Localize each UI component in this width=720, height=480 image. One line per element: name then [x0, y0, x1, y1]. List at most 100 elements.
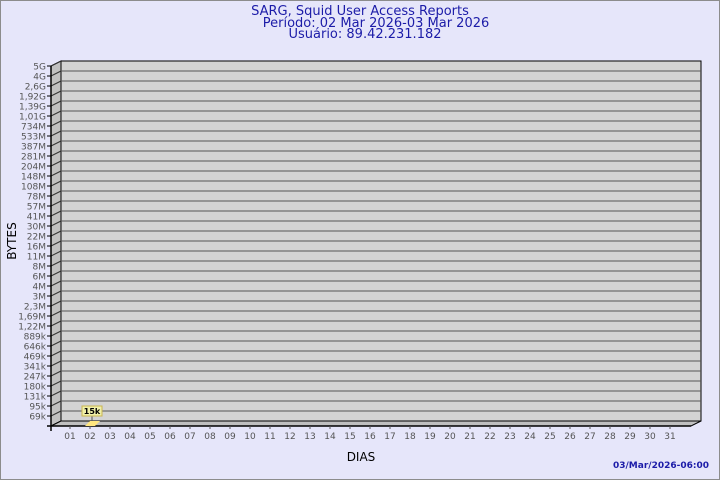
chart-title: SARG, Squid User Access Reports: [251, 4, 469, 19]
gridline-side: [50, 230, 62, 237]
x-tick-label: 12: [284, 432, 295, 442]
gridline-side: [50, 330, 62, 337]
gridline-side: [50, 210, 62, 217]
x-tick-label: 15: [344, 432, 355, 442]
generated-timestamp: 03/Mar/2026-06:00: [613, 461, 709, 471]
x-tick-label: 31: [664, 432, 675, 442]
y-tick-label: 341k: [24, 363, 47, 373]
y-tick-label: 1,22M: [18, 323, 46, 333]
y-tick-label: 1,01G: [19, 113, 46, 123]
y-tick-label: 8M: [33, 263, 47, 273]
gridline-side: [50, 380, 62, 387]
x-tick-label: 22: [484, 432, 495, 442]
gridline-side: [50, 400, 62, 407]
gridline-side: [50, 350, 62, 357]
gridline-side: [50, 370, 62, 377]
x-tick-label: 29: [624, 432, 636, 442]
data-label: 15k: [84, 407, 101, 416]
x-axis-label: DIAS: [347, 450, 376, 464]
x-tick-label: 04: [124, 432, 136, 442]
y-tick-label: 95k: [29, 403, 46, 413]
x-tick-label: 05: [144, 432, 155, 442]
y-tick-label: 69k: [29, 413, 46, 423]
y-tick-label: 734M: [21, 123, 46, 133]
chart-user: Usuário: 89.42.231.182: [288, 27, 442, 42]
x-tick-label: 17: [384, 432, 395, 442]
x-tick-label: 14: [324, 432, 336, 442]
y-tick-label: 131k: [24, 393, 47, 403]
gridline-side: [50, 320, 62, 327]
y-tick-label: 6M: [33, 273, 47, 283]
gridline-side: [50, 60, 62, 67]
y-tick-label: 204M: [21, 163, 46, 173]
y-axis-label: BYTES: [5, 222, 19, 259]
x-tick-label: 02: [84, 432, 95, 442]
y-tick-label: 30M: [27, 223, 46, 233]
y-tick-label: 2,3M: [24, 303, 46, 313]
gridline-side: [50, 250, 62, 257]
x-tick-label: 18: [404, 432, 416, 442]
x-tick-label: 01: [64, 432, 75, 442]
data-label-box: [81, 405, 103, 417]
gridline-side: [50, 110, 62, 117]
gridline-side: [50, 100, 62, 107]
y-tick-label: 889k: [24, 333, 47, 343]
gridline-side: [50, 390, 62, 397]
gridline-side: [50, 90, 62, 97]
y-tick-label: 148M: [21, 173, 46, 183]
y-tick-label: 16M: [27, 243, 46, 253]
x-tick-label: 26: [564, 432, 576, 442]
y-tick-label: 247k: [24, 373, 47, 383]
bar-02: [85, 421, 100, 426]
x-tick-label: 24: [524, 432, 536, 442]
gridline-side: [50, 340, 62, 347]
x-tick-label: 28: [604, 432, 616, 442]
x-tick-label: 30: [644, 432, 656, 442]
x-tick-label: 10: [244, 432, 256, 442]
gridline-side: [50, 120, 62, 127]
y-tick-label: 57M: [27, 203, 46, 213]
y-tick-label: 1,69M: [18, 313, 46, 323]
x-tick-label: 13: [304, 432, 315, 442]
x-tick-label: 16: [364, 432, 376, 442]
gridline-side: [50, 290, 62, 297]
y-tick-label: 180k: [24, 383, 47, 393]
x-tick-label: 21: [464, 432, 475, 442]
x-tick-label: 27: [584, 432, 595, 442]
gridline-side: [50, 200, 62, 207]
y-tick-label: 11M: [27, 253, 46, 263]
x-tick-label: 08: [204, 432, 216, 442]
chart-period: Período: 02 Mar 2026-03 Mar 2026: [262, 16, 490, 31]
x-tick-label: 20: [444, 432, 456, 442]
gridline-side: [50, 190, 62, 197]
y-tick-label: 22M: [27, 233, 46, 243]
x-tick-label: 03: [104, 432, 115, 442]
x-tick-label: 11: [264, 432, 275, 442]
y-tick-label: 646k: [24, 343, 47, 353]
y-tick-label: 41M: [27, 213, 46, 223]
y-tick-label: 1,92G: [19, 93, 46, 103]
gridline-side: [50, 220, 62, 227]
x-tick-label: 09: [224, 432, 236, 442]
y-tick-label: 78M: [27, 193, 46, 203]
gridline-side: [50, 170, 62, 177]
gridline-side: [50, 300, 62, 307]
y-tick-label: 3M: [33, 293, 47, 303]
y-tick-label: 469k: [24, 353, 47, 363]
gridline-side: [50, 360, 62, 367]
gridline-side: [50, 160, 62, 167]
x-tick-label: 07: [184, 432, 195, 442]
gridline-side: [50, 70, 62, 77]
gridline-side: [50, 260, 62, 267]
y-tick-label: 4G: [33, 73, 46, 83]
y-tick-label: 2,6G: [25, 83, 46, 93]
y-tick-label: 5G: [33, 63, 46, 73]
y-tick-label: 281M: [21, 153, 46, 163]
x-tick-label: 19: [424, 432, 436, 442]
y-tick-label: 4M: [33, 283, 47, 293]
x-tick-label: 25: [544, 432, 555, 442]
gridline-side: [50, 270, 62, 277]
gridline-side: [50, 80, 62, 87]
